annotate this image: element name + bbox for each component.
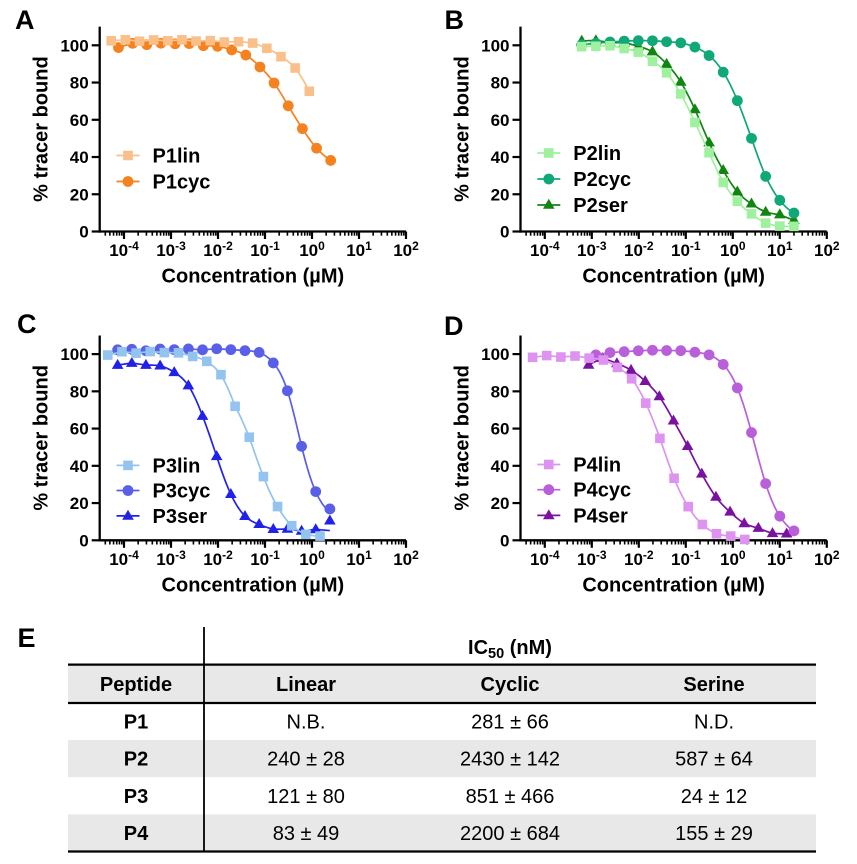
svg-text:Concentration (µM): Concentration (µM) [582, 266, 765, 288]
svg-text:121 ± 80: 121 ± 80 [267, 786, 345, 808]
svg-text:% tracer bound: % tracer bound [31, 56, 53, 202]
svg-text:60: 60 [70, 420, 89, 439]
svg-text:80: 80 [491, 74, 510, 93]
svg-text:P2: P2 [124, 749, 148, 771]
svg-text:100: 100 [60, 36, 88, 55]
svg-text:83 ± 49: 83 ± 49 [273, 823, 340, 845]
svg-text:% tracer bound: % tracer bound [31, 365, 53, 511]
svg-text:N.D.: N.D. [694, 712, 734, 734]
svg-text:N.B.: N.B. [287, 712, 326, 734]
svg-text:Cyclic: Cyclic [481, 674, 540, 696]
svg-text:P4lin: P4lin [573, 455, 621, 477]
svg-text:P3ser: P3ser [153, 506, 208, 528]
svg-text:P2lin: P2lin [573, 143, 621, 165]
svg-text:100: 100 [60, 345, 88, 364]
svg-text:20: 20 [70, 494, 89, 513]
svg-text:P3lin: P3lin [153, 455, 201, 477]
svg-text:Concentration (µM): Concentration (µM) [162, 266, 345, 288]
svg-text:A: A [15, 5, 35, 35]
svg-text:2430 ± 142: 2430 ± 142 [460, 749, 560, 771]
svg-text:E: E [18, 623, 36, 653]
svg-text:20: 20 [491, 185, 510, 204]
svg-text:20: 20 [491, 494, 510, 513]
svg-text:Peptide: Peptide [100, 674, 172, 696]
svg-text:C: C [17, 309, 37, 339]
svg-text:0: 0 [79, 531, 88, 550]
svg-text:40: 40 [491, 148, 510, 167]
svg-text:P1: P1 [124, 712, 148, 734]
svg-text:% tracer bound: % tracer bound [452, 365, 474, 511]
svg-text:24 ± 12: 24 ± 12 [681, 786, 748, 808]
svg-text:60: 60 [491, 111, 510, 130]
svg-text:0: 0 [500, 223, 509, 242]
svg-text:2200 ± 684: 2200 ± 684 [460, 823, 560, 845]
svg-text:P1lin: P1lin [153, 146, 201, 168]
svg-text:Serine: Serine [683, 674, 744, 696]
svg-text:P4ser: P4ser [573, 505, 628, 527]
svg-text:100: 100 [481, 345, 509, 364]
svg-text:P4: P4 [124, 823, 149, 845]
svg-text:Concentration (µM): Concentration (µM) [162, 574, 345, 596]
svg-text:20: 20 [70, 185, 89, 204]
svg-text:% tracer bound: % tracer bound [452, 56, 474, 202]
svg-text:40: 40 [70, 148, 89, 167]
svg-text:IC50 (nM): IC50 (nM) [468, 637, 552, 662]
svg-text:281 ± 66: 281 ± 66 [471, 712, 549, 734]
svg-text:80: 80 [70, 74, 89, 93]
svg-text:40: 40 [70, 457, 89, 476]
svg-text:P2cyc: P2cyc [573, 169, 631, 191]
svg-text:0: 0 [79, 223, 88, 242]
svg-text:P3cyc: P3cyc [153, 481, 211, 503]
svg-text:Concentration (µM): Concentration (µM) [582, 574, 765, 596]
svg-text:0: 0 [500, 531, 509, 550]
svg-text:P1cyc: P1cyc [153, 172, 211, 194]
svg-text:851 ± 466: 851 ± 466 [466, 786, 555, 808]
svg-text:P3: P3 [124, 786, 148, 808]
svg-text:587 ± 64: 587 ± 64 [675, 749, 753, 771]
svg-text:240 ± 28: 240 ± 28 [267, 749, 345, 771]
svg-text:60: 60 [491, 420, 510, 439]
svg-text:100: 100 [481, 36, 509, 55]
svg-text:155 ± 29: 155 ± 29 [675, 823, 753, 845]
svg-text:40: 40 [491, 457, 510, 476]
svg-text:60: 60 [70, 111, 89, 130]
svg-text:80: 80 [70, 382, 89, 401]
svg-text:P2ser: P2ser [573, 195, 628, 217]
svg-text:80: 80 [491, 382, 510, 401]
svg-text:D: D [444, 311, 464, 341]
svg-text:Linear: Linear [276, 674, 336, 696]
svg-text:B: B [445, 5, 465, 35]
svg-text:P4cyc: P4cyc [573, 480, 631, 502]
